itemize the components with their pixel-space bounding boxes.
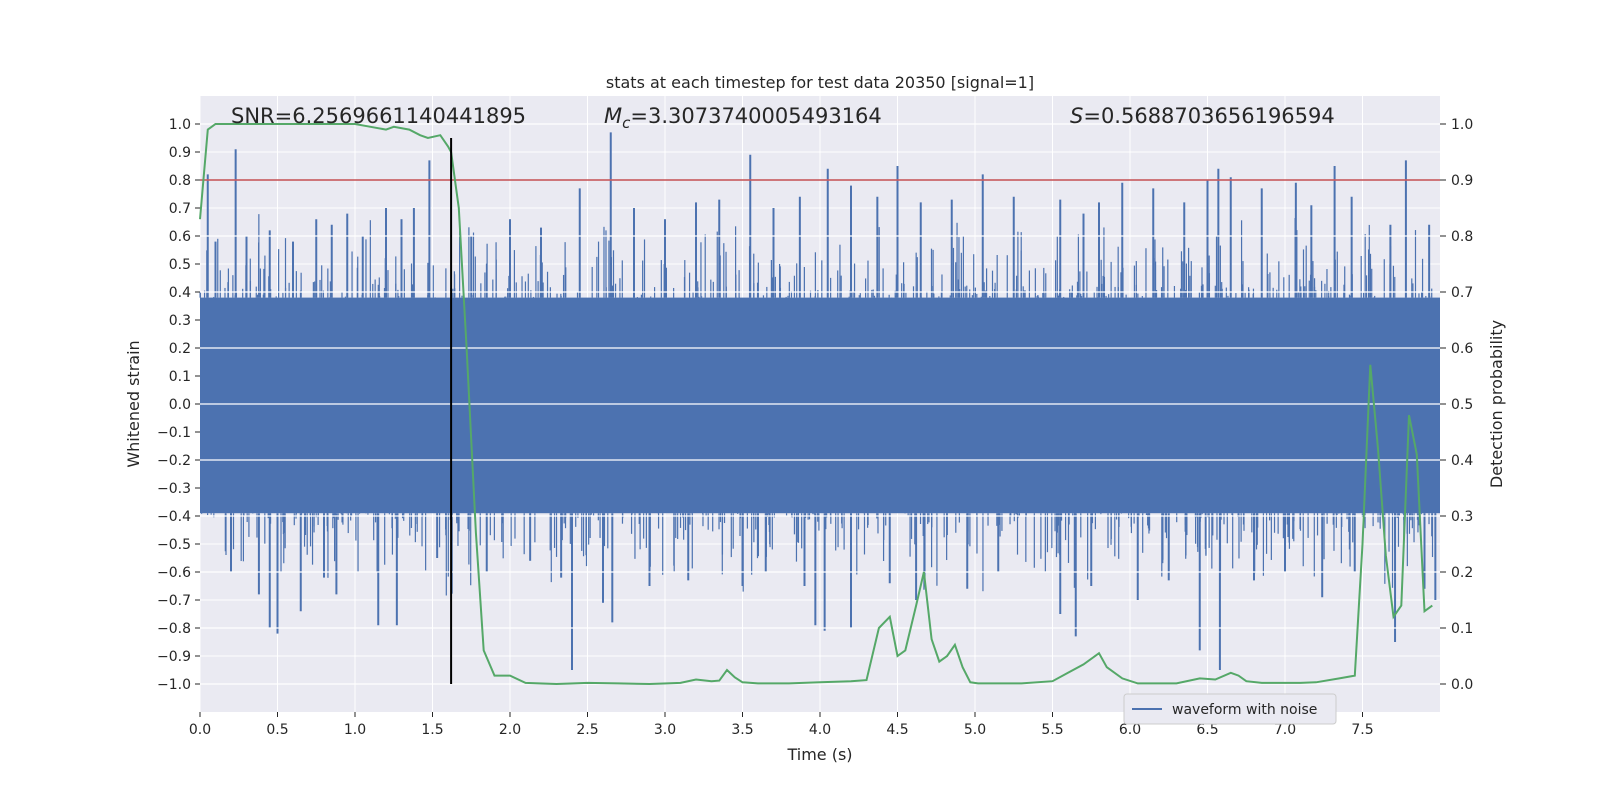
y2-tick-label: 0.0 xyxy=(1451,677,1473,693)
x-tick-label: 1.0 xyxy=(344,722,366,738)
annotation-snr: SNR=6.2569661140441895 xyxy=(231,104,526,128)
y-tick-label: −1.0 xyxy=(157,677,191,693)
x-axis-ticks: 0.0 0.5 1.0 1.5 2.0 2.5 3.0 3.5 4.0 4.5 5.0 5.5 6.0 6… xyxy=(189,712,1374,738)
y2-axis-ticks: 1.0 0.9 0.8 0.7 0.6 0.5 0.4 0.3 0.2 0.1 0.0 xyxy=(1440,117,1473,693)
x-tick-label: 7.0 xyxy=(1274,722,1296,738)
s-symbol: S xyxy=(1070,104,1083,128)
x-tick-label: 7.5 xyxy=(1351,722,1373,738)
x-tick-label: 6.5 xyxy=(1196,722,1218,738)
y-tick-label: 0.8 xyxy=(169,173,191,189)
x-axis-title: Time (s) xyxy=(786,745,852,764)
legend-label: waveform with noise xyxy=(1172,702,1317,718)
chart-title: stats at each timestep for test data 203… xyxy=(606,73,1034,92)
y-tick-label: −0.2 xyxy=(157,453,191,469)
y-axis-title: Whitened strain xyxy=(124,340,143,467)
x-tick-label: 2.0 xyxy=(499,722,521,738)
annotation-s: S=0.5688703656196594 xyxy=(1070,104,1335,128)
y2-tick-label: 0.7 xyxy=(1451,285,1473,301)
x-tick-label: 4.0 xyxy=(809,722,831,738)
y2-tick-label: 0.8 xyxy=(1451,229,1473,245)
y-tick-label: 0.2 xyxy=(169,341,191,357)
mc-value: =3.3073740005493164 xyxy=(630,104,881,128)
y-tick-label: −0.4 xyxy=(157,509,191,525)
x-tick-label: 0.0 xyxy=(189,722,211,738)
y2-tick-label: 0.9 xyxy=(1451,173,1473,189)
y-tick-label: −0.1 xyxy=(157,425,191,441)
series-waveform-with-noise xyxy=(199,132,1440,670)
y-tick-label: 0.3 xyxy=(169,313,191,329)
y-tick-label: 0.4 xyxy=(169,285,191,301)
y-tick-label: 0.6 xyxy=(169,229,191,245)
y-tick-label: −0.6 xyxy=(157,565,191,581)
x-tick-label: 3.0 xyxy=(654,722,676,738)
mc-symbol: M xyxy=(604,104,622,128)
y-tick-label: 0.5 xyxy=(169,257,191,273)
annotation-mc: Mc=3.3073740005493164 xyxy=(604,104,882,132)
y2-tick-label: 0.5 xyxy=(1451,397,1473,413)
y-tick-label: −0.5 xyxy=(157,537,191,553)
noise-band xyxy=(200,297,1440,514)
x-tick-label: 0.5 xyxy=(266,722,288,738)
y-tick-label: 1.0 xyxy=(169,117,191,133)
y2-tick-label: 0.4 xyxy=(1451,453,1473,469)
legend: waveform with noise xyxy=(1123,693,1337,725)
y-tick-label: −0.7 xyxy=(157,593,191,609)
y2-tick-label: 1.0 xyxy=(1451,117,1473,133)
y-tick-label: 0.0 xyxy=(169,397,191,413)
y-tick-label: −0.3 xyxy=(157,481,191,497)
mc-subscript: c xyxy=(622,114,631,132)
x-tick-label: 3.5 xyxy=(731,722,753,738)
series-detection-probability xyxy=(199,123,1433,686)
y-tick-label: 0.9 xyxy=(169,145,191,161)
noise-spikes xyxy=(199,132,1437,670)
x-tick-label: 1.5 xyxy=(421,722,443,738)
y-axis-ticks: 1.0 0.9 0.8 0.7 0.6 0.5 0.4 0.3 0.2 0.1 0.0 −0.1 −0.… xyxy=(157,117,200,693)
y-tick-label: 0.7 xyxy=(169,201,191,217)
x-tick-label: 2.5 xyxy=(576,722,598,738)
x-tick-label: 6.0 xyxy=(1119,722,1141,738)
x-tick-label: 5.5 xyxy=(1041,722,1063,738)
legend-box xyxy=(1123,693,1337,725)
y-tick-label: −0.8 xyxy=(157,621,191,637)
y-tick-label: 0.1 xyxy=(169,369,191,385)
y2-tick-label: 0.6 xyxy=(1451,341,1473,357)
s-value: =0.5688703656196594 xyxy=(1083,104,1334,128)
x-tick-label: 5.0 xyxy=(964,722,986,738)
y-tick-label: −0.9 xyxy=(157,649,191,665)
y2-axis-title: Detection probability xyxy=(1487,320,1506,488)
y2-tick-label: 0.2 xyxy=(1451,565,1473,581)
y2-tick-label: 0.3 xyxy=(1451,509,1473,525)
x-tick-label: 4.5 xyxy=(886,722,908,738)
y2-tick-label: 0.1 xyxy=(1451,621,1473,637)
